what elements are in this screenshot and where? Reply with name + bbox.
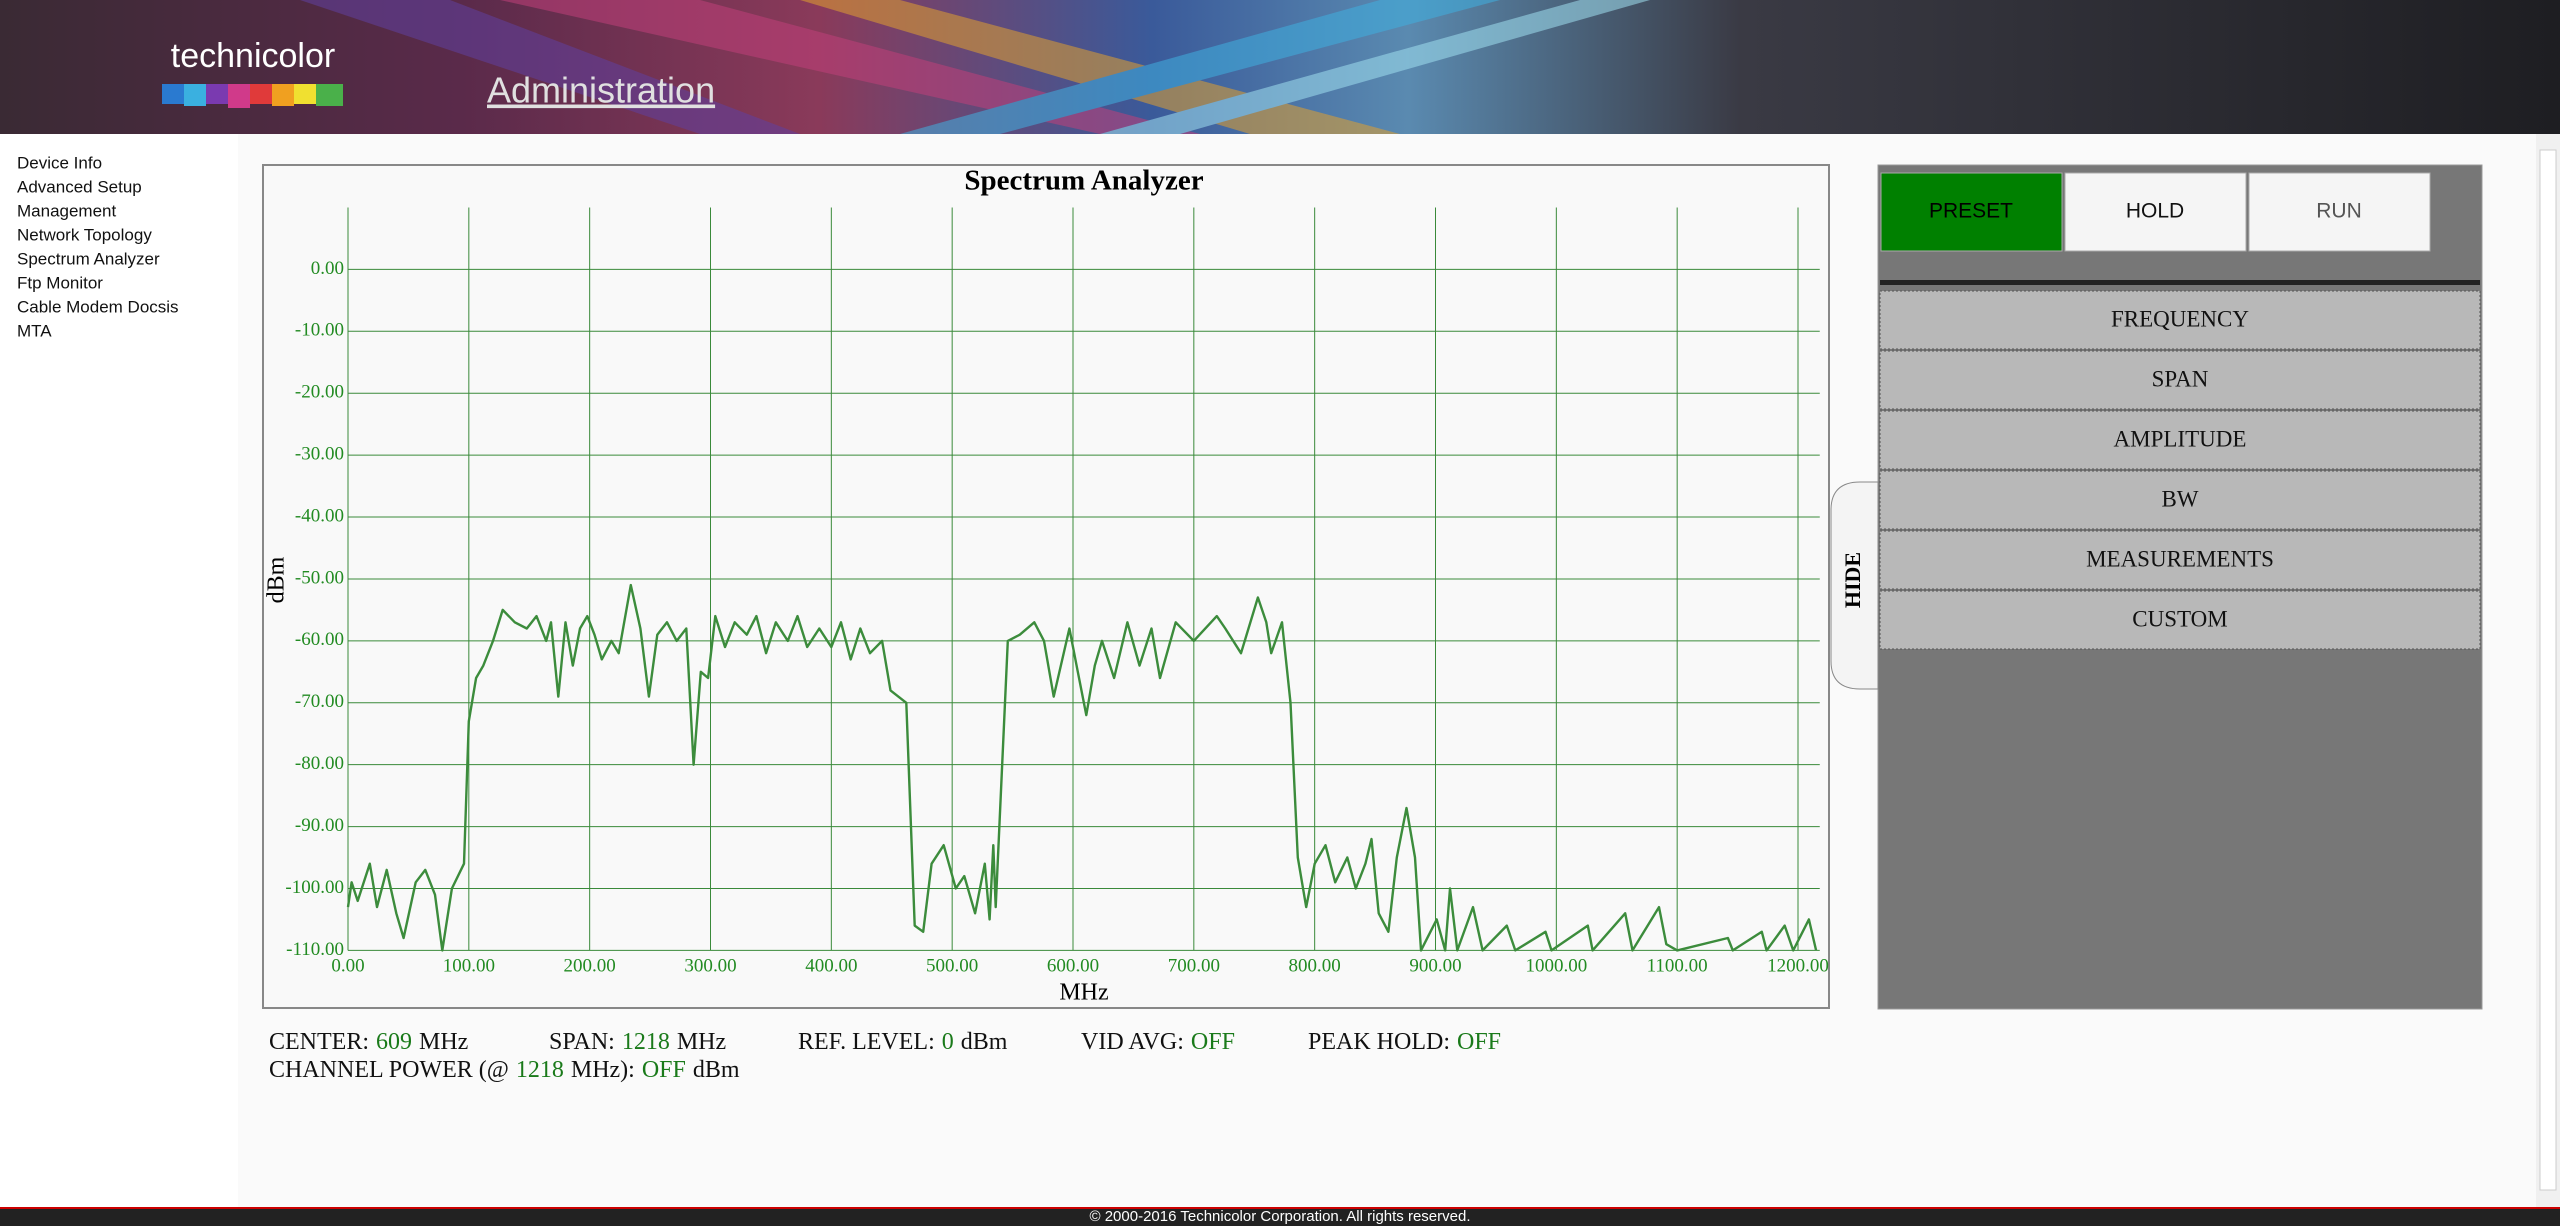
button[interactable]	[2064, 172, 2247, 252]
x-tick-label: 600.00	[1047, 955, 1099, 976]
status-item: REF. LEVEL: 0 dBm	[798, 1029, 1008, 1055]
x-tick-label: 100.00	[443, 955, 495, 976]
status-item: CENTER: 609 MHz	[269, 1029, 468, 1055]
chart-title: Spectrum Analyzer	[964, 165, 1203, 197]
status-label: PEAK HOLD:	[1308, 1029, 1450, 1055]
nav-link[interactable]: Management	[17, 201, 117, 220]
status-value: 609	[376, 1029, 412, 1055]
nav-link[interactable]: Ftp Monitor	[17, 273, 103, 292]
chart-panel	[262, 164, 1830, 1009]
nav-link[interactable]: MTA	[17, 321, 52, 340]
scroll-thumb[interactable]	[2539, 149, 2557, 1191]
hide-label[interactable]: HIDE	[1840, 552, 1865, 608]
y-tick-label: -100.00	[285, 877, 344, 898]
y-tick-label: -70.00	[295, 691, 344, 712]
status-value: 1218	[622, 1029, 670, 1055]
button-label[interactable]: HOLD	[2126, 200, 2184, 223]
menu-item[interactable]	[1879, 410, 2481, 470]
footer-bg	[0, 1207, 2560, 1226]
y-tick-label: -10.00	[295, 320, 344, 341]
nav-link[interactable]: Network Topology	[17, 225, 152, 244]
menu-item[interactable]	[1879, 470, 2481, 530]
menu-label[interactable]: MEASUREMENTS	[2086, 546, 2274, 571]
y-tick-label: 0.00	[311, 258, 344, 279]
divider	[1880, 280, 2480, 285]
button[interactable]	[1880, 172, 2063, 252]
x-tick-label: 300.00	[684, 955, 736, 976]
x-tick-label: 1200.00	[1767, 955, 1829, 976]
sidebar	[0, 134, 238, 1207]
x-tick-label: 1000.00	[1525, 955, 1587, 976]
menu-label[interactable]: CUSTOM	[2132, 606, 2227, 631]
status-item: SPAN: 1218 MHz	[549, 1029, 726, 1055]
status-label: SPAN:	[549, 1029, 615, 1055]
status-value: OFF	[1457, 1029, 1501, 1055]
nav-link[interactable]: Advanced Setup	[17, 177, 142, 196]
x-tick-label: 700.00	[1168, 955, 1220, 976]
y-tick-label: -50.00	[295, 567, 344, 588]
channel-power: CHANNEL POWER (@ 1218 MHz): OFF dBm	[269, 1057, 740, 1083]
trace	[346, 583, 1818, 952]
hide-tab[interactable]	[1830, 481, 1879, 690]
y-axis-label: dBm	[264, 556, 290, 603]
x-tick-label: 400.00	[805, 955, 857, 976]
status-value: OFF	[1191, 1029, 1235, 1055]
menu-label[interactable]: BW	[2161, 486, 2198, 511]
status-label: CENTER:	[269, 1029, 369, 1055]
y-tick-label: -60.00	[295, 629, 344, 650]
cp-mid: MHz):	[571, 1057, 635, 1083]
x-tick-label: 500.00	[926, 955, 978, 976]
cp-label: CHANNEL POWER (@	[269, 1057, 509, 1083]
status-item: VID AVG: OFF	[1081, 1029, 1235, 1055]
menu-label[interactable]: AMPLITUDE	[2114, 426, 2247, 451]
x-tick-label: 900.00	[1409, 955, 1461, 976]
button-label[interactable]: PRESET	[1929, 200, 2013, 223]
status-item: PEAK HOLD: OFF	[1308, 1029, 1501, 1055]
status-label: REF. LEVEL:	[798, 1029, 935, 1055]
menu-label[interactable]: SPAN	[2152, 366, 2209, 391]
footer: © 2000-2016 Technicolor Corporation. All…	[1090, 1208, 1471, 1225]
status-unit: MHz	[677, 1029, 726, 1055]
y-tick-label: -80.00	[295, 753, 344, 774]
menu-item[interactable]	[1879, 290, 2481, 350]
nav-link[interactable]: Spectrum Analyzer	[17, 249, 160, 268]
menu-item[interactable]	[1879, 530, 2481, 590]
nav-link[interactable]: Device Info	[17, 153, 102, 172]
brand: technicolor	[171, 37, 335, 75]
status-label: VID AVG:	[1081, 1029, 1184, 1055]
x-tick-label: 1100.00	[1647, 955, 1708, 976]
x-tick-label: 800.00	[1289, 955, 1341, 976]
status-unit: MHz	[419, 1029, 468, 1055]
y-tick-label: -110.00	[286, 939, 344, 960]
button-label[interactable]: RUN	[2316, 200, 2362, 223]
cp-unit: dBm	[693, 1057, 740, 1083]
logo-blocks	[162, 84, 343, 108]
status-unit: dBm	[961, 1029, 1008, 1055]
nav-link[interactable]: Cable Modem Docsis	[17, 297, 179, 316]
cp-value: 1218	[516, 1057, 564, 1083]
menu-item[interactable]	[1879, 350, 2481, 410]
footer-line	[0, 1207, 2560, 1209]
cp-state: OFF	[642, 1057, 686, 1083]
x-tick-label: 0.00	[331, 955, 364, 976]
menu-label[interactable]: FREQUENCY	[2111, 306, 2249, 331]
x-axis-label: MHz	[1059, 980, 1108, 1006]
y-tick-label: -90.00	[295, 815, 344, 836]
menu-item[interactable]	[1879, 590, 2481, 650]
y-tick-label: -40.00	[295, 505, 344, 526]
header-streaks	[300, 0, 1650, 134]
x-tick-label: 200.00	[564, 955, 616, 976]
y-tick-label: -20.00	[295, 382, 344, 403]
status-value: 0	[942, 1029, 954, 1055]
button[interactable]	[2248, 172, 2431, 252]
y-tick-label: -30.00	[295, 443, 344, 464]
page-title: Administration	[487, 70, 715, 111]
